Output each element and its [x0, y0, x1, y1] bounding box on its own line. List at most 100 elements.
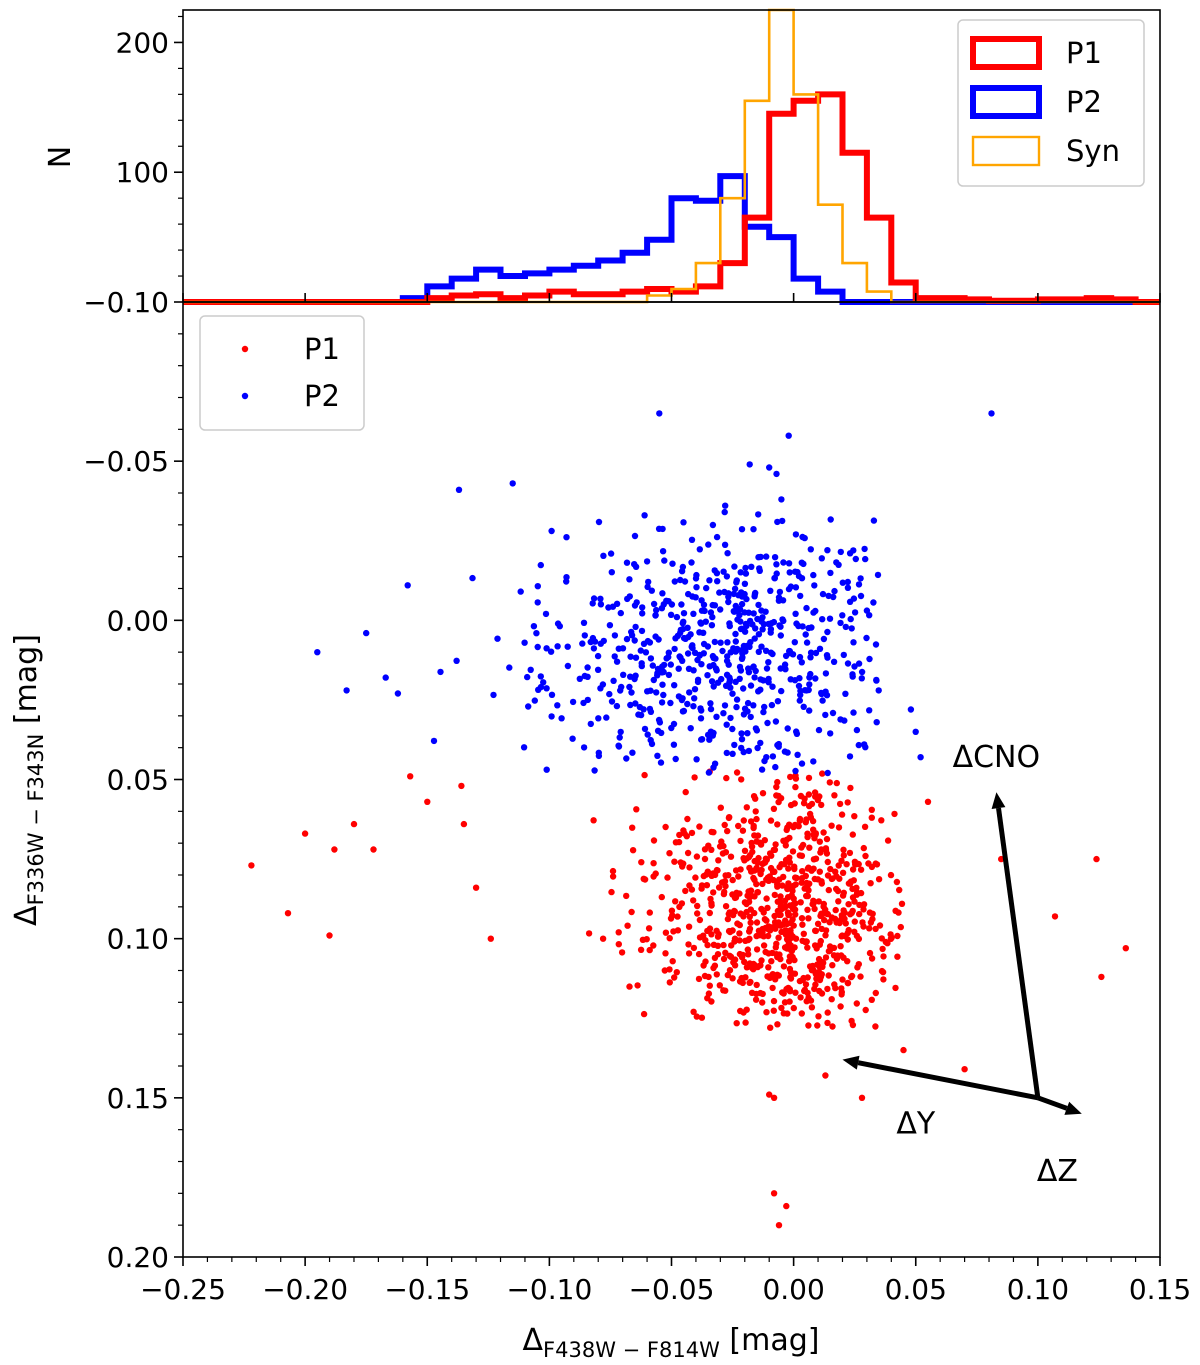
scatter-point-p1 [878, 935, 885, 942]
scatter-point-p1 [770, 846, 777, 854]
scatter-point-p2 [794, 751, 801, 758]
scatter-point-p1 [674, 927, 682, 934]
scatter-point-p2 [655, 525, 663, 532]
scatter-point-p2 [590, 645, 598, 652]
scatter-point-p1 [856, 901, 863, 909]
scatter-point-p2 [743, 595, 750, 603]
scatter-point-p2 [613, 658, 621, 665]
scatter-point-p1 [822, 954, 830, 961]
scatter-point-p1 [710, 941, 718, 948]
scatter-point-p1 [705, 842, 712, 849]
scatter-point-p2 [691, 686, 699, 693]
scatter-point-p2 [669, 560, 676, 567]
scatter-point-p2 [702, 618, 709, 625]
scatter-point-p2 [758, 643, 765, 650]
scatter-point-p1 [704, 868, 711, 875]
scatter-point-p1 [778, 861, 785, 868]
scatter-point-p1 [875, 876, 883, 883]
scatter-point-p2 [704, 672, 711, 679]
scatter-point-p1 [662, 950, 669, 957]
scatter-point-p2 [912, 728, 919, 735]
scatter-point-p1 [872, 925, 879, 933]
scatter-point-p2 [684, 650, 692, 657]
scatter-point-p2 [772, 718, 780, 725]
scatter-ytick-label: 0.05 [107, 764, 169, 797]
scatter-point-p1 [800, 800, 808, 807]
scatter-point-p1 [703, 882, 711, 889]
scatter-point-p1 [708, 931, 715, 938]
scatter-point-p2 [719, 647, 726, 655]
scatter-point-p2 [690, 610, 697, 617]
scatter-point-p2 [874, 571, 882, 579]
scatter-point-p1 [740, 817, 747, 824]
scatter-point-p2 [741, 580, 749, 587]
scatter-point-p2 [798, 659, 805, 666]
scatter-point-p1 [824, 1019, 831, 1027]
scatter-point-p1 [838, 933, 845, 940]
scatter-point-p2 [680, 610, 688, 617]
scatter-point-p2 [547, 648, 555, 655]
scatter-point-p2 [737, 618, 744, 625]
scatter-point-p2 [706, 577, 713, 584]
arrow-head [1064, 1101, 1082, 1115]
scatter-point-p2 [654, 752, 661, 759]
scatter-point-p2 [667, 699, 674, 707]
scatter-point-p2 [665, 671, 673, 679]
scatter-point-p2 [684, 700, 691, 708]
scatter-point-p1 [674, 913, 681, 920]
scatter-point-p2 [721, 588, 728, 596]
scatter-point-p2 [795, 682, 803, 690]
scatter-point-p2 [653, 689, 660, 696]
scatter-point-p2 [579, 640, 586, 647]
scatter-point-p1 [350, 820, 358, 828]
scatter-point-p2 [721, 541, 729, 548]
scatter-point-p1 [662, 929, 670, 936]
scatter-point-p1 [787, 801, 795, 809]
scatter-point-p2 [826, 615, 834, 622]
scatter-point-p2 [629, 749, 636, 756]
scatter-point-p2 [626, 593, 633, 600]
scatter-point-p2 [721, 702, 729, 709]
scatter-point-p2 [848, 625, 855, 632]
scatter-point-p1 [819, 770, 826, 777]
scatter-point-p2 [691, 649, 699, 656]
scatter-point-p2 [710, 683, 717, 690]
scatter-point-p2 [812, 675, 819, 682]
scatter-point-p2 [637, 711, 645, 719]
scatter-point-p2 [673, 613, 681, 621]
scatter-point-p2 [870, 517, 878, 524]
scatter-point-p1 [787, 934, 794, 942]
scatter-point-p1 [799, 868, 806, 875]
scatter-point-p1 [892, 984, 899, 992]
scatter-point-p2 [690, 703, 697, 710]
scatter-point-p1 [742, 1019, 749, 1026]
scatter-point-p1 [714, 867, 721, 874]
scatter-point-p1 [713, 971, 720, 978]
scatter-point-p2 [776, 622, 783, 629]
scatter-point-p2 [803, 639, 811, 646]
scatter-point-p1 [851, 918, 858, 925]
scatter-point-p1 [777, 893, 784, 900]
scatter-point-p1 [814, 796, 822, 804]
scatter-point-p1 [746, 925, 754, 932]
scatter-point-p2 [748, 563, 755, 570]
scatter-point-p1 [671, 858, 678, 865]
scatter-point-p1 [838, 989, 845, 996]
arrow-label: ΔZ [1037, 1154, 1078, 1189]
scatter-point-p2 [584, 664, 591, 671]
scatter-point-p1 [837, 943, 844, 950]
scatter-point-p1 [771, 868, 778, 875]
scatter-point-p2 [558, 715, 565, 722]
scatter-legend-label: P1 [304, 332, 340, 366]
scatter-point-p1 [817, 849, 824, 856]
scatter-point-p1 [737, 837, 744, 845]
scatter-point-p1 [609, 867, 617, 875]
scatter-point-p2 [761, 703, 768, 711]
scatter-point-p2 [781, 748, 789, 755]
scatter-point-p2 [646, 705, 654, 713]
scatter-point-p2 [626, 576, 633, 583]
scatter-point-p2 [617, 687, 624, 694]
scatter-point-p1 [676, 831, 683, 839]
scatter-point-p1 [682, 788, 689, 796]
scatter-point-p2 [740, 711, 748, 718]
